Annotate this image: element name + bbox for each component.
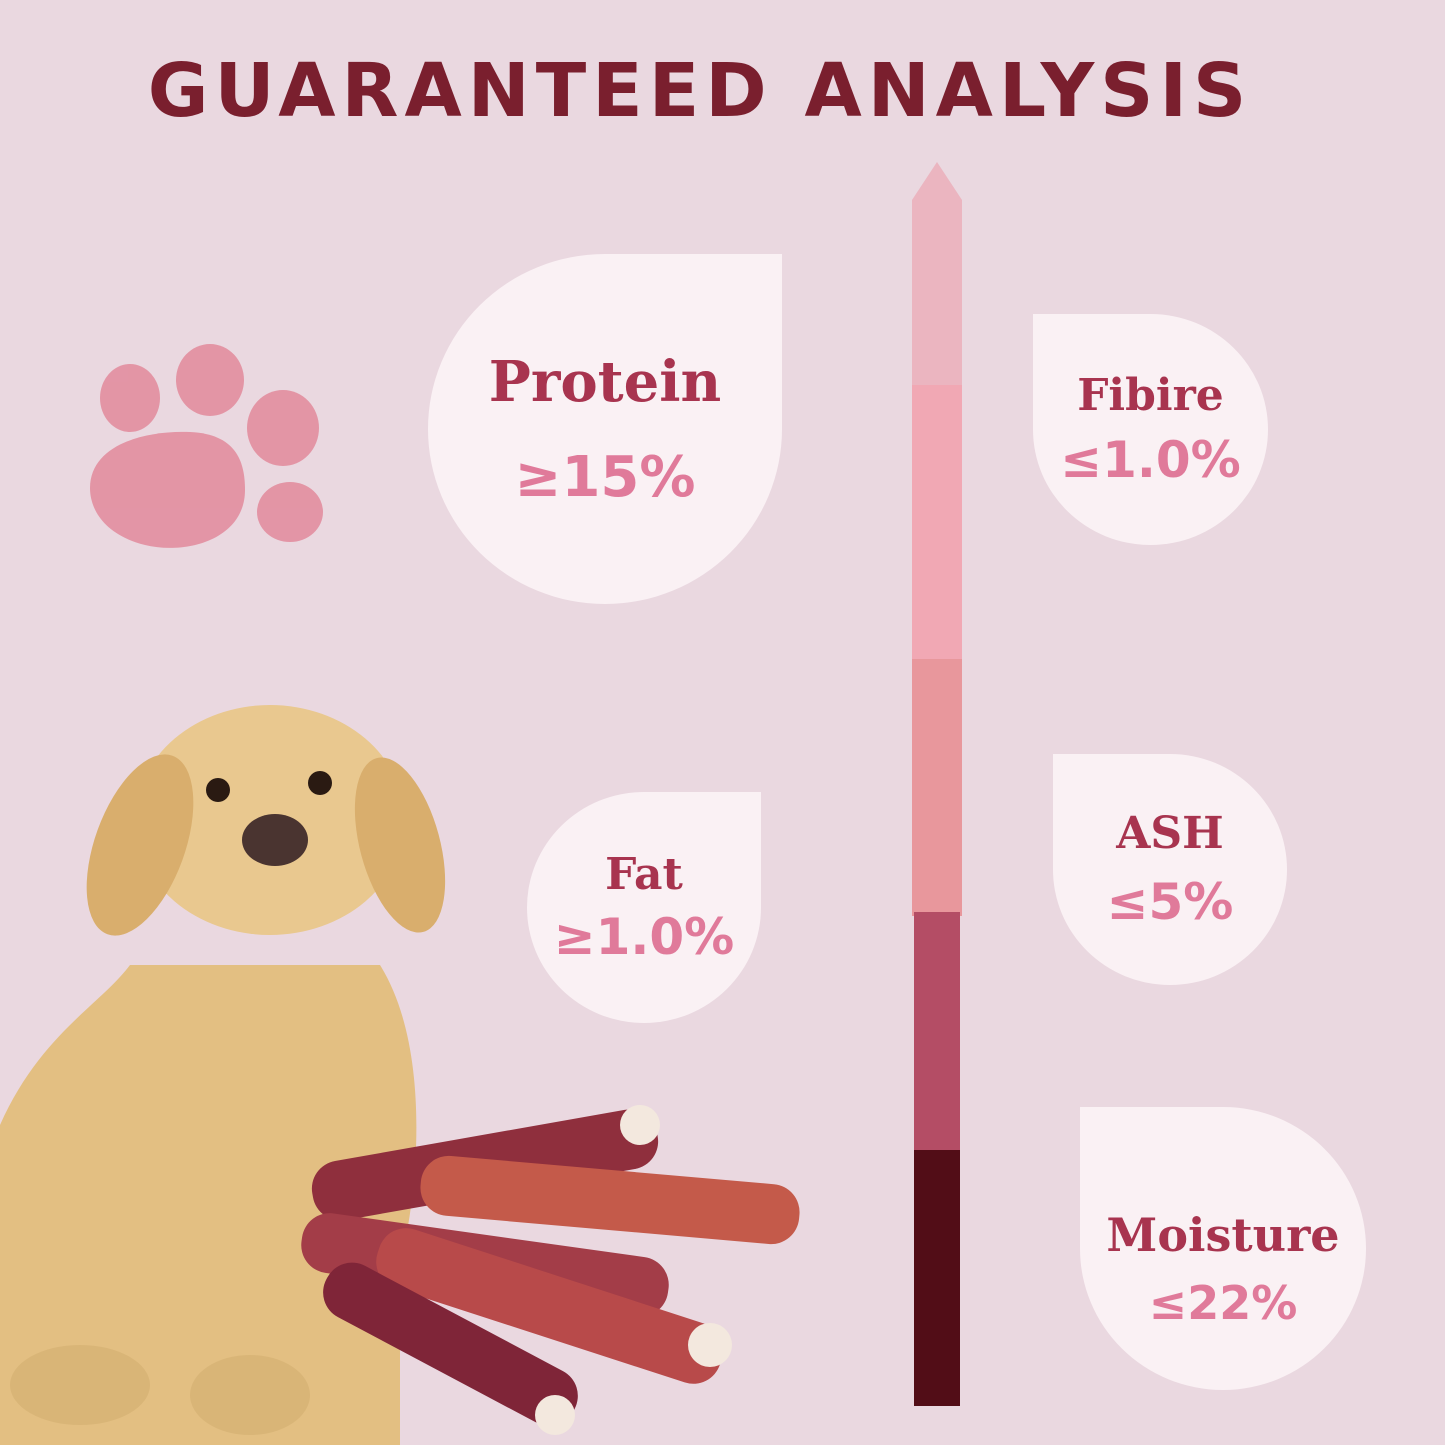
fat-label: Fat: [605, 849, 683, 900]
fibre-label: Fibire: [1077, 370, 1224, 421]
bar-segment: [912, 659, 962, 916]
fibre-value: ≤1.0%: [1060, 431, 1241, 489]
moisture-value: ≤22%: [1148, 1275, 1298, 1330]
bar-segment: [914, 1150, 960, 1406]
fibre-bubble: Fibire ≤1.0%: [1033, 314, 1268, 545]
protein-label: Protein: [488, 348, 722, 415]
bar-segment-arrow: [912, 162, 962, 386]
ash-label: ASH: [1116, 808, 1224, 859]
ash-bubble: ASH ≤5%: [1053, 754, 1287, 985]
fat-bubble: Fat ≥1.0%: [527, 792, 761, 1023]
bar-segment: [914, 912, 960, 1155]
treats-image: [301, 1105, 800, 1435]
moisture-bubble: Moisture ≤22%: [1080, 1107, 1366, 1390]
bar-segment: [912, 385, 962, 660]
ash-value: ≤5%: [1106, 873, 1234, 931]
moisture-label: Moisture: [1106, 1207, 1340, 1262]
protein-value: ≥15%: [514, 444, 696, 510]
fat-value: ≥1.0%: [553, 908, 735, 966]
paw-icon: [90, 344, 323, 548]
protein-bubble: Protein ≥15%: [428, 254, 782, 604]
dog-image: [0, 705, 446, 1445]
page-title: GUARANTEED ANALYSIS: [147, 48, 1253, 134]
